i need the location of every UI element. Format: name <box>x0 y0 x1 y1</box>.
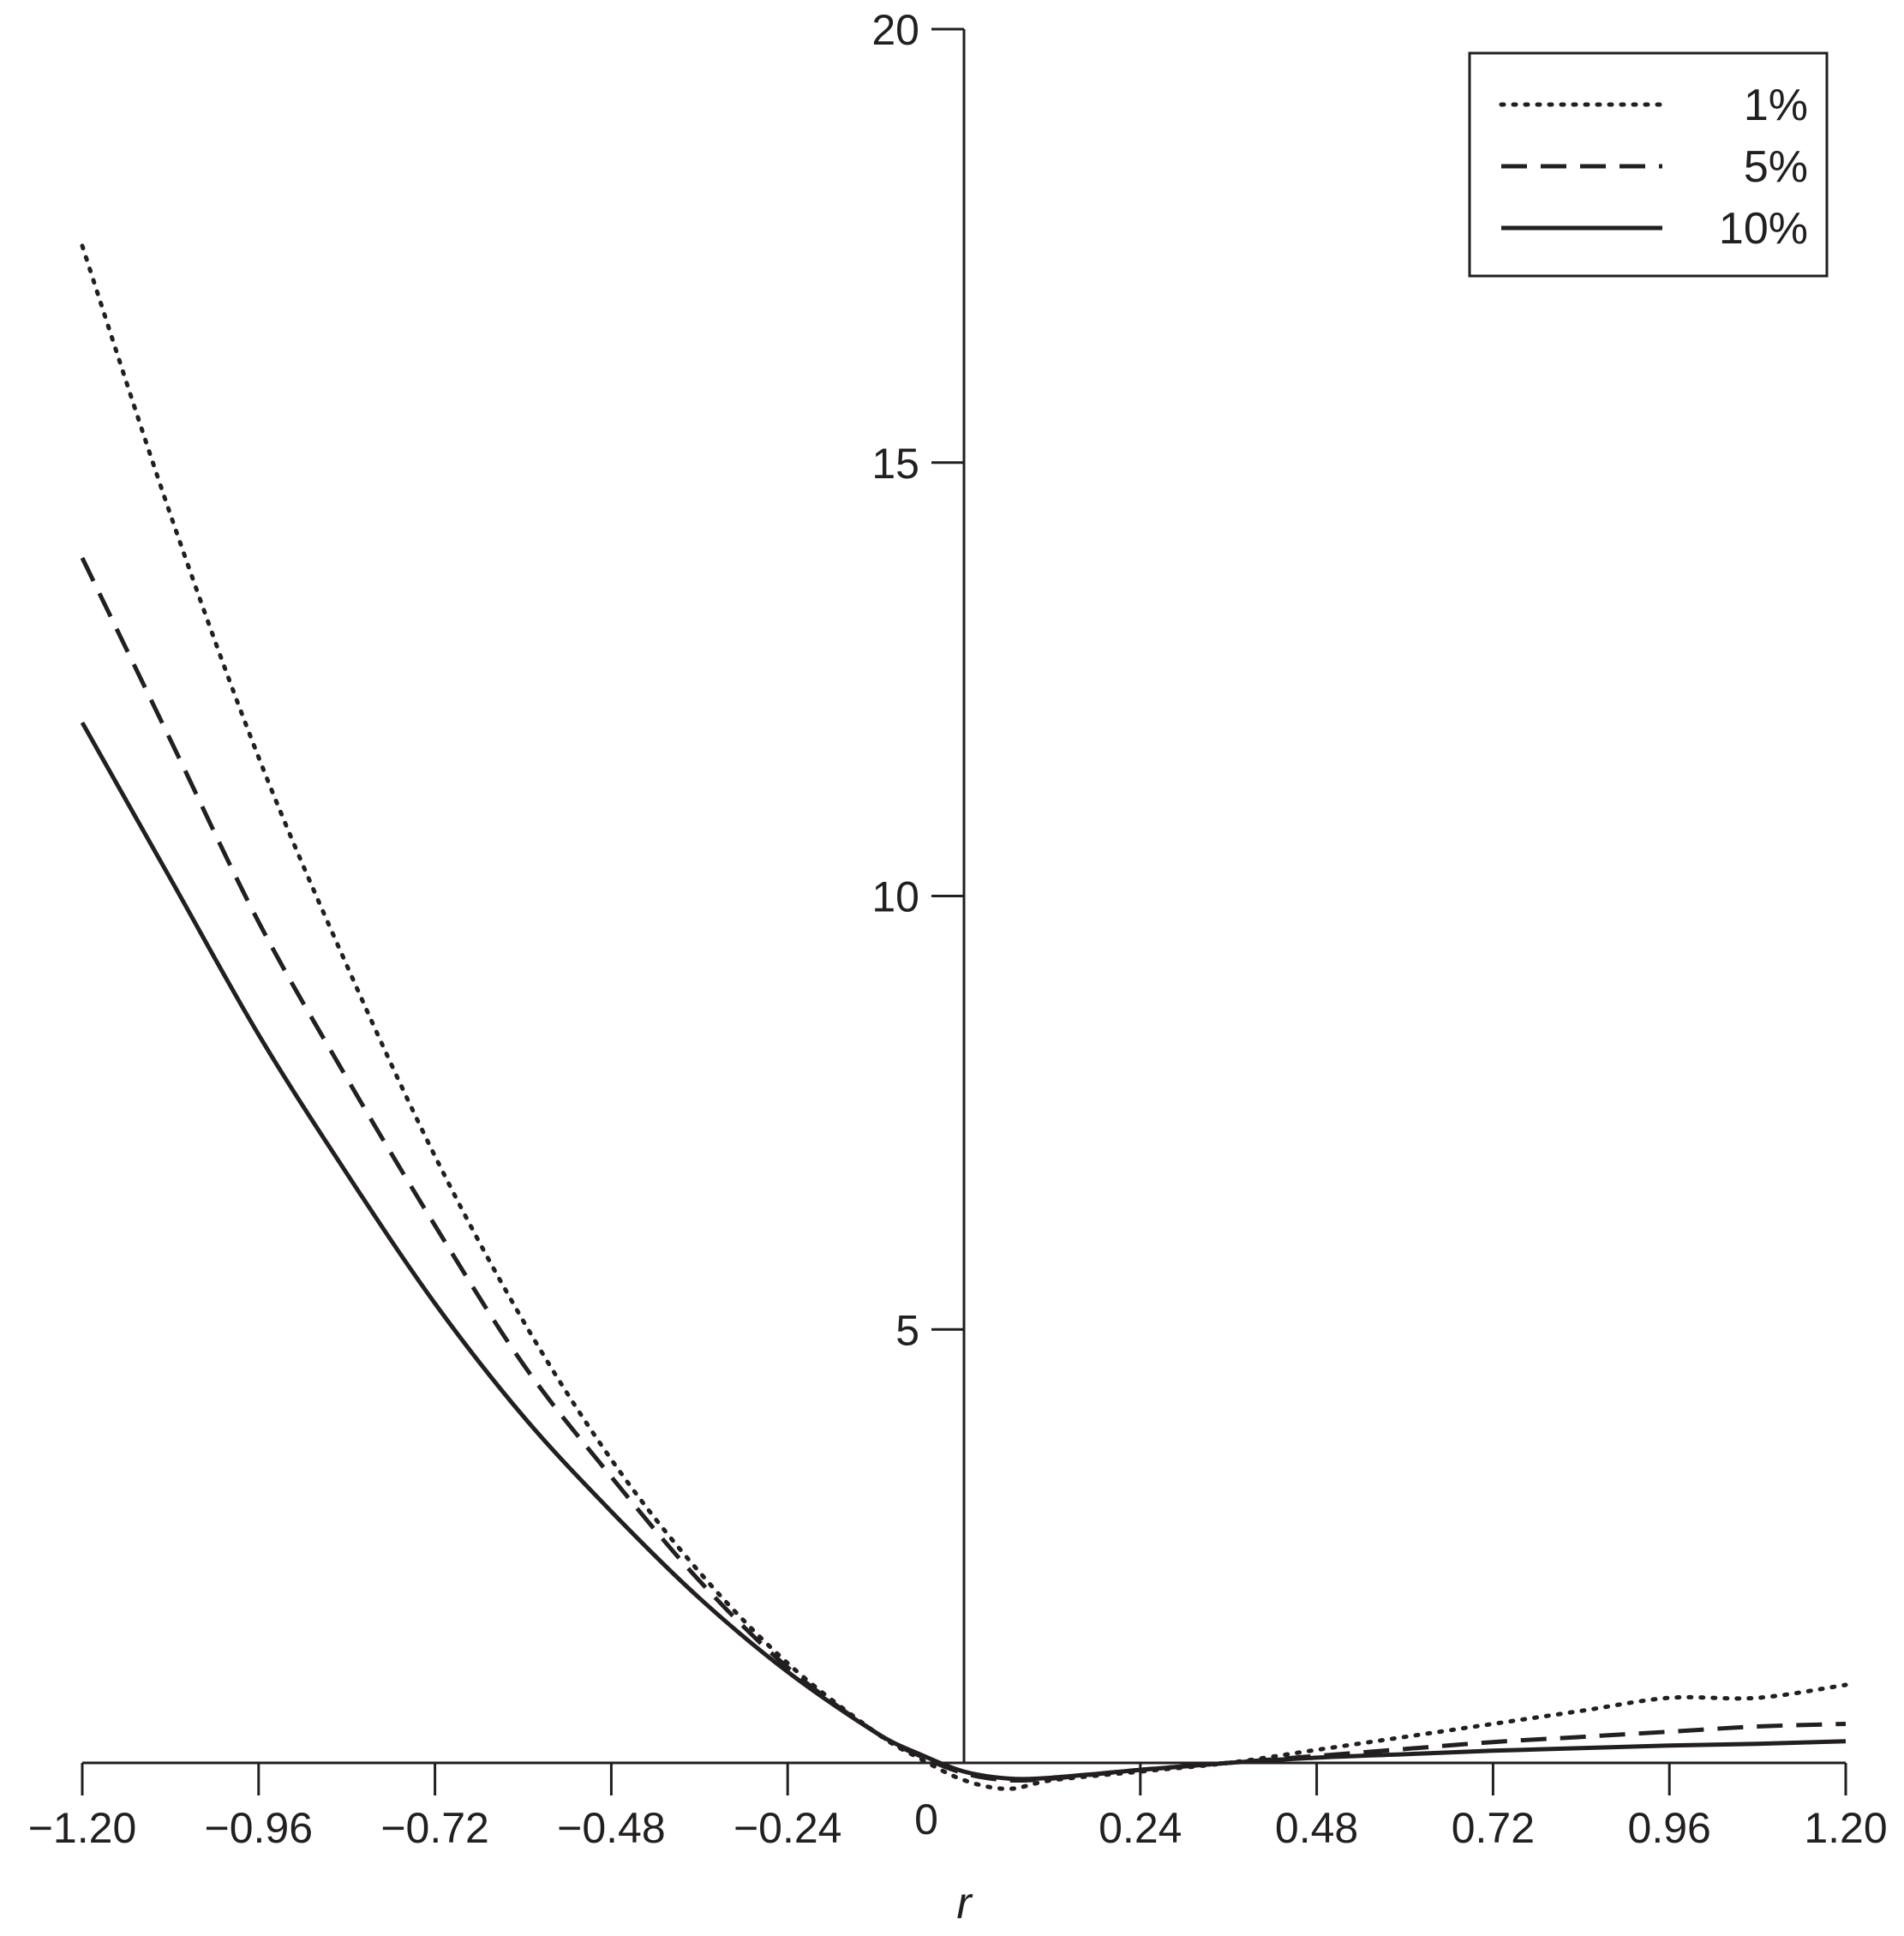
x-tick-label: −0.96 <box>205 1804 314 1852</box>
axes: −1.20 −0.96 −0.72 −0.48 −0.24 0 0.24 0.48 0.72 0.… <box>28 6 1888 1928</box>
legend-label: 10% <box>1719 204 1808 254</box>
x-tick-label: −0.24 <box>733 1804 842 1852</box>
x-axis-title: r <box>956 1879 973 1928</box>
legend-box <box>1468 51 1829 278</box>
y-tick-label: 20 <box>871 6 919 54</box>
legend-label: 1% <box>1744 81 1808 130</box>
x-tick-label: −1.20 <box>28 1804 137 1852</box>
series-layer <box>80 243 1848 1791</box>
legend-label: 5% <box>1744 142 1808 192</box>
x-tick-label: −0.48 <box>557 1804 666 1852</box>
y-tick-label: 10 <box>871 873 919 921</box>
x-tick-label: 0.96 <box>1628 1804 1711 1852</box>
x-tick-label: 0 <box>914 1795 938 1843</box>
y-tick-label: 5 <box>895 1306 919 1354</box>
legend: 1% 5% 10% <box>1468 51 1829 278</box>
x-tick-label: −0.72 <box>380 1804 489 1852</box>
series-line-10pct <box>80 721 1847 1782</box>
x-tick-label: 0.48 <box>1275 1804 1358 1852</box>
x-tick-label: 1.20 <box>1804 1804 1887 1852</box>
y-tick-label: 15 <box>871 440 919 488</box>
x-tick-label: 0.24 <box>1099 1804 1182 1852</box>
x-tick-label: 0.72 <box>1452 1804 1535 1852</box>
